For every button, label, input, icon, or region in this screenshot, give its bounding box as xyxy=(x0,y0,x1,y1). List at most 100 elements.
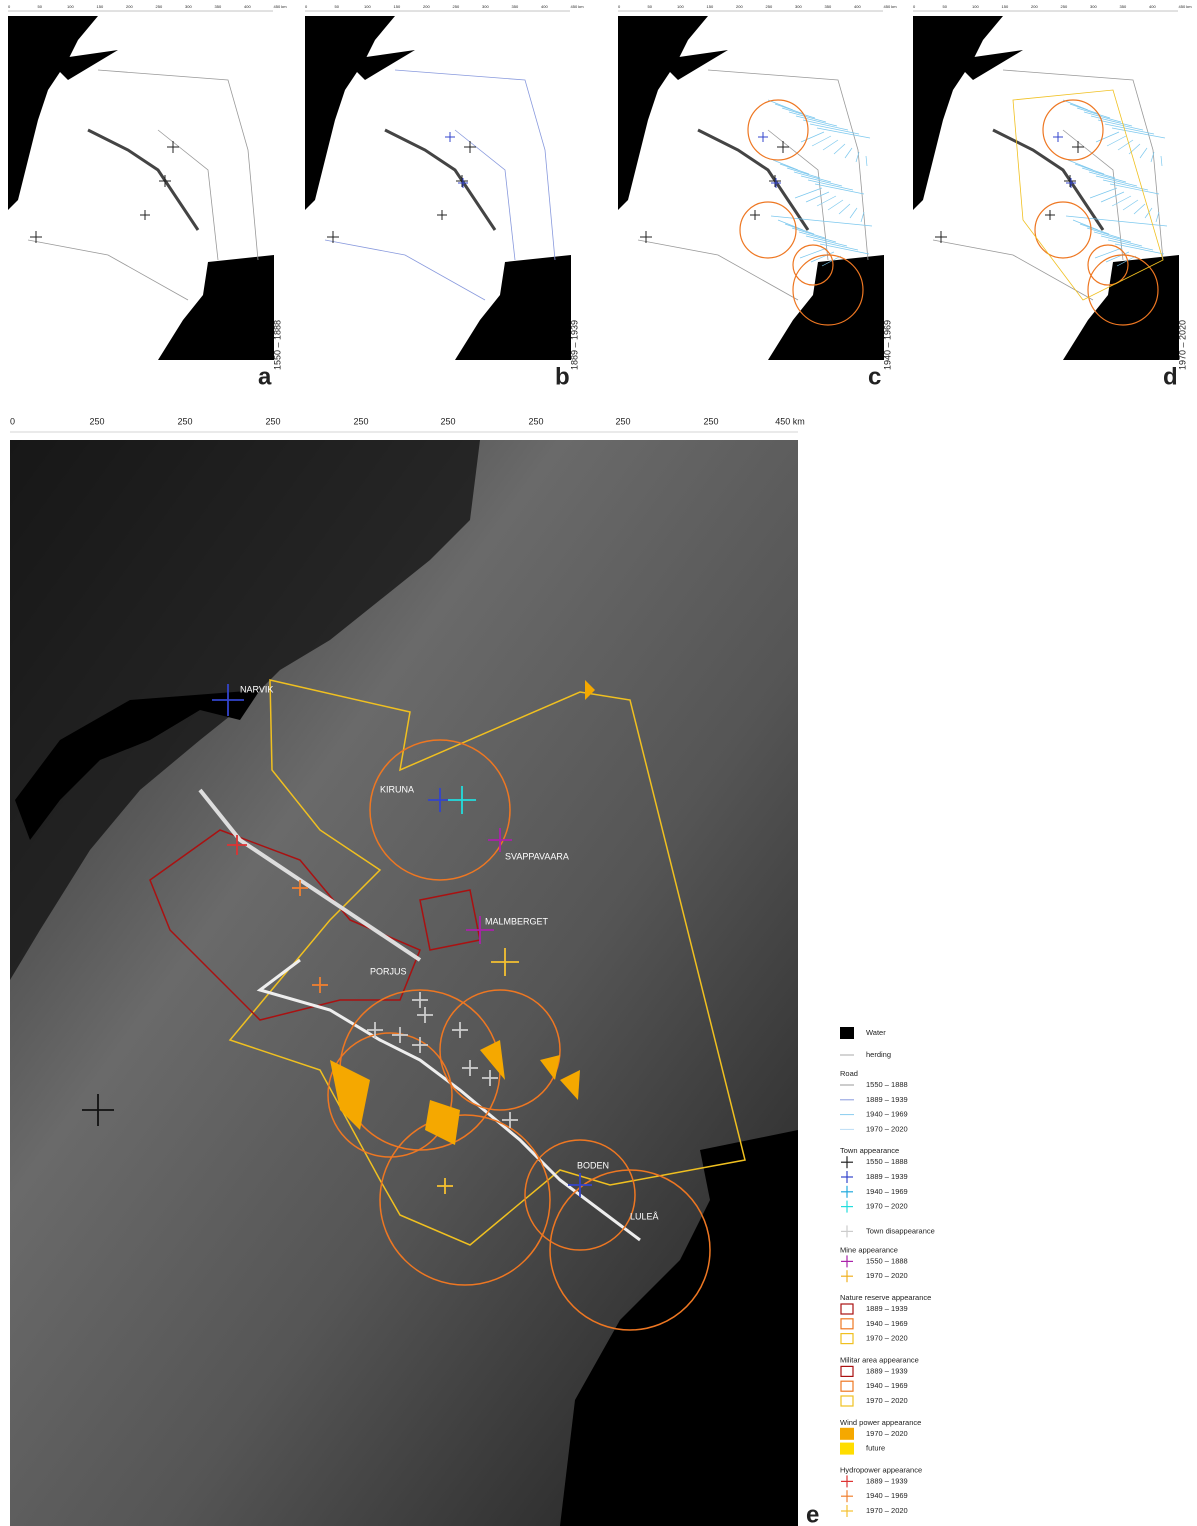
river-network xyxy=(768,100,793,110)
period-label: 1889 – 1939 xyxy=(569,320,579,370)
legend-symbol xyxy=(841,1396,853,1406)
scale-label: 400 xyxy=(541,4,548,9)
scale-label: 50 xyxy=(648,4,653,9)
river-network xyxy=(773,160,798,170)
river-network xyxy=(1140,148,1147,158)
scale-label: 250 xyxy=(766,4,773,9)
river-network xyxy=(1096,176,1137,186)
scale-label: 0 xyxy=(8,4,11,9)
scale-label: 0 xyxy=(305,4,308,9)
zone xyxy=(1035,202,1091,258)
scale-label: 150 xyxy=(1002,4,1009,9)
scale-label: 250 xyxy=(265,416,280,426)
legend-symbol xyxy=(840,1027,854,1039)
river-network xyxy=(808,180,853,190)
legend-label: Water xyxy=(866,1028,886,1037)
legend-label: 1970 – 2020 xyxy=(866,1396,908,1405)
legend-label: 1889 – 1939 xyxy=(866,1476,908,1485)
river-network xyxy=(828,200,843,210)
river-network xyxy=(1108,240,1153,250)
scale-label: 200 xyxy=(736,4,743,9)
river-network xyxy=(803,120,848,130)
period-label: 1970 – 2020 xyxy=(1177,320,1187,370)
scale-label: 50 xyxy=(335,4,340,9)
river-network xyxy=(796,116,837,126)
scale-label: 300 xyxy=(185,4,192,9)
scale-label: 450 km xyxy=(884,4,898,9)
legend-label: 1940 – 1969 xyxy=(866,1319,908,1328)
sea xyxy=(768,255,884,360)
river-network xyxy=(1123,200,1138,210)
scale-label: 450 km xyxy=(1179,4,1193,9)
scale-label: 150 xyxy=(707,4,714,9)
river-network xyxy=(1075,164,1104,174)
river-network xyxy=(1112,128,1165,138)
town-label: MALMBERGET xyxy=(485,916,549,926)
scale-label: 300 xyxy=(1090,4,1097,9)
scale-label: 100 xyxy=(364,4,371,9)
panel: 050100150200250300350400450 km1970 – 202… xyxy=(913,4,1192,390)
scale-label: 450 km xyxy=(274,4,288,9)
coast xyxy=(913,16,1003,210)
sea xyxy=(1063,255,1179,360)
scale-label: 100 xyxy=(972,4,979,9)
legend-label: herding xyxy=(866,1050,891,1059)
panel-letter: b xyxy=(555,363,570,390)
legend-label: 1889 – 1939 xyxy=(866,1095,908,1104)
legend-label: 1889 – 1939 xyxy=(866,1366,908,1375)
scale-label: 250 xyxy=(703,416,718,426)
zone xyxy=(1043,100,1103,160)
river-network xyxy=(1089,172,1126,182)
zone xyxy=(740,202,796,258)
period-label: 1940 – 1969 xyxy=(882,320,892,370)
river-network xyxy=(1068,160,1093,170)
river-network xyxy=(1080,224,1109,234)
legend-label: 1970 – 2020 xyxy=(866,1202,908,1211)
legend-title: Mine appearance xyxy=(840,1245,898,1254)
scale-label: 350 xyxy=(825,4,832,9)
scale-label: 450 km xyxy=(571,4,585,9)
scale-label: 250 xyxy=(1061,4,1068,9)
legend-label: Town disappearance xyxy=(866,1226,935,1235)
scale-label: 350 xyxy=(215,4,222,9)
legend-symbol xyxy=(841,1304,853,1314)
scale-label: 400 xyxy=(1149,4,1156,9)
river-network xyxy=(1106,252,1129,262)
river-network xyxy=(794,172,831,182)
scale-label: 350 xyxy=(1120,4,1127,9)
river-network xyxy=(806,192,829,202)
river-network xyxy=(1091,116,1132,126)
legend-label: 1970 – 2020 xyxy=(866,1271,908,1280)
river-network xyxy=(817,128,870,138)
river-network xyxy=(1094,232,1131,242)
scale-label: 250 xyxy=(440,416,455,426)
legend-title: Wind power appearance xyxy=(840,1418,921,1427)
legend-label: 1550 – 1888 xyxy=(866,1080,908,1089)
scale-label: 250 xyxy=(353,416,368,426)
river-network xyxy=(811,252,834,262)
river-network xyxy=(1084,112,1121,122)
legend-title: Hydropower appearance xyxy=(840,1465,922,1474)
coast xyxy=(618,16,708,210)
river-network xyxy=(780,164,809,174)
town-label: BODEN xyxy=(577,1160,609,1170)
panel-letter: e xyxy=(806,1501,819,1526)
river-network xyxy=(789,112,826,122)
town-label: LULEÅ xyxy=(630,1211,659,1221)
scale-label: 150 xyxy=(97,4,104,9)
river-network xyxy=(817,196,836,206)
legend-title: Nature reserve appearance xyxy=(840,1293,931,1302)
scale-label: 300 xyxy=(482,4,489,9)
legend-symbol xyxy=(840,1443,854,1455)
legend-label: 1970 – 2020 xyxy=(866,1506,908,1515)
river-network xyxy=(812,136,831,146)
river-network xyxy=(834,144,845,154)
river-network xyxy=(778,220,803,230)
scale-label: 250 xyxy=(89,416,104,426)
scale-label: 250 xyxy=(177,416,192,426)
legend-label: 1889 – 1939 xyxy=(866,1304,908,1313)
scale-label: 100 xyxy=(677,4,684,9)
scale-label: 200 xyxy=(126,4,133,9)
river-network xyxy=(1161,156,1162,166)
river-network xyxy=(839,204,850,214)
